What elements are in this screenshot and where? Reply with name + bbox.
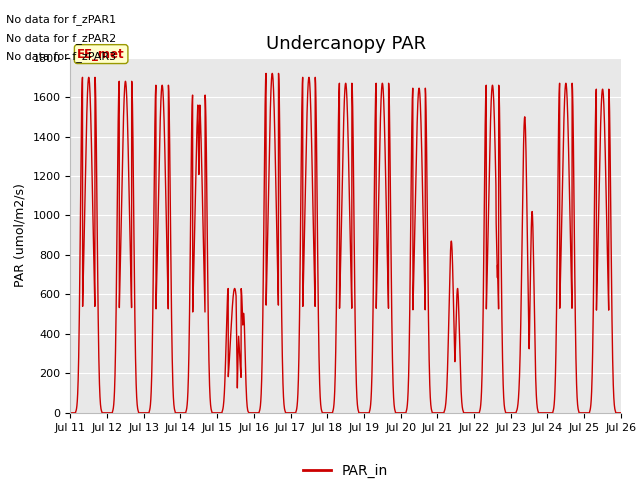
Text: No data for f_zPAR1: No data for f_zPAR1 <box>6 14 116 25</box>
Y-axis label: PAR (umol/m2/s): PAR (umol/m2/s) <box>14 183 27 287</box>
Title: Undercanopy PAR: Undercanopy PAR <box>266 35 426 53</box>
Text: EE_met: EE_met <box>77 48 125 60</box>
Text: No data for f_zPAR3: No data for f_zPAR3 <box>6 51 116 62</box>
Text: No data for f_zPAR2: No data for f_zPAR2 <box>6 33 116 44</box>
Legend: PAR_in: PAR_in <box>298 459 394 480</box>
